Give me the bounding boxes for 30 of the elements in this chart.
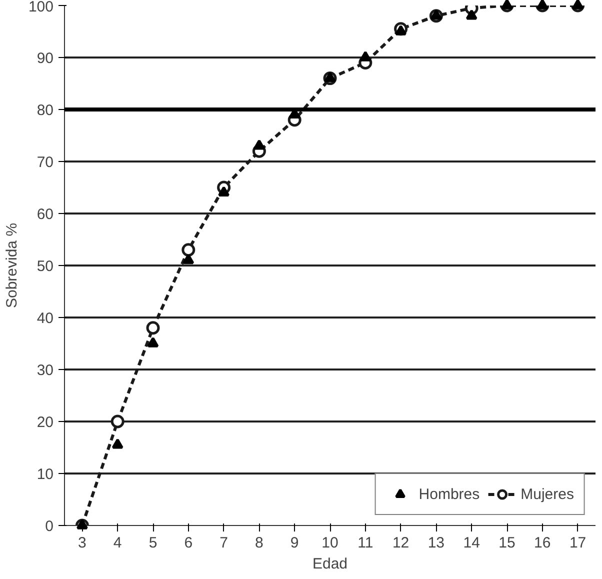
- y-tick-label: 0: [45, 518, 54, 535]
- y-tick-label: 10: [36, 466, 54, 483]
- y-tick-label: 20: [36, 414, 54, 431]
- y-tick-label: 90: [36, 50, 54, 67]
- x-tick-label: 9: [290, 534, 299, 552]
- y-tick-label: 80: [36, 102, 54, 119]
- x-tick-label: 12: [392, 534, 410, 552]
- y-tick-label: 60: [36, 206, 54, 223]
- x-tick-label: 10: [322, 534, 338, 552]
- x-tick-label: 5: [148, 534, 158, 552]
- x-tick-label: 8: [255, 534, 264, 552]
- y-tick-label: 70: [36, 154, 54, 171]
- legend-label: Hombres: [418, 486, 480, 502]
- y-tick-label: 40: [36, 310, 54, 327]
- x-tick-label: 11: [358, 534, 374, 552]
- x-tick-label: 6: [184, 534, 193, 552]
- x-tick-label: 14: [463, 534, 480, 552]
- x-tick-label: 13: [428, 534, 445, 552]
- x-tick-label: 4: [113, 534, 122, 552]
- y-axis-title: Sobrevida %: [3, 222, 20, 308]
- y-tick-label: 50: [36, 258, 54, 275]
- y-tick-label: 100: [28, 0, 54, 16]
- x-tick-label: 7: [220, 534, 228, 552]
- y-tick-label: 30: [36, 362, 54, 379]
- x-tick-label: 15: [498, 534, 516, 552]
- x-tick-label: 17: [569, 534, 586, 552]
- x-axis-title: Edad: [312, 556, 348, 572]
- legend-label: Mujeres: [520, 486, 574, 502]
- x-tick-label: 16: [534, 534, 551, 552]
- x-tick-label: 3: [78, 534, 86, 552]
